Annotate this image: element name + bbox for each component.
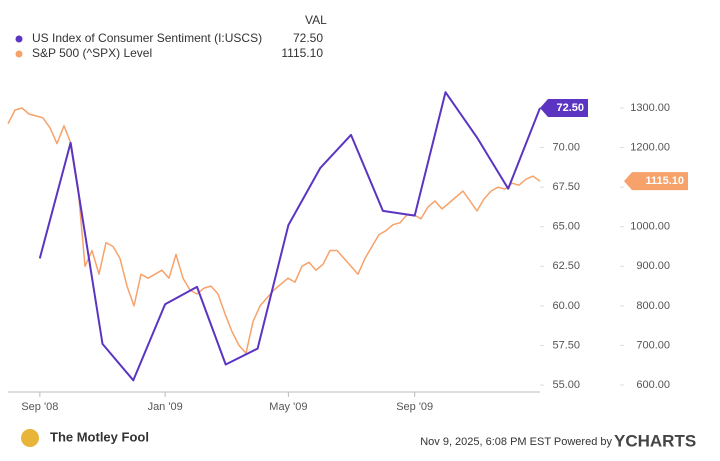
- y2-tick-label: 900.00: [636, 260, 670, 272]
- y2-tick-label: 800.00: [636, 300, 670, 312]
- legend-value: 72.50: [293, 31, 323, 45]
- legend-label: S&P 500 (^SPX) Level: [32, 46, 152, 60]
- timestamp: Nov 9, 2025, 6:08 PM EST Powered by: [420, 436, 612, 448]
- brand-logo: [21, 429, 39, 447]
- x-tick-label: Jan '09: [148, 401, 183, 413]
- end-tag: [624, 172, 688, 191]
- y2-tick-label: 1000.00: [630, 221, 670, 233]
- x-tick-label: Sep '08: [21, 401, 58, 413]
- y-tick-label: 67.50: [552, 181, 580, 193]
- legend-marker: [15, 50, 23, 58]
- series-line: [38, 91, 541, 382]
- brand: The Motley Fool: [50, 429, 149, 444]
- series-line: [7, 107, 541, 355]
- y-tick-label: 55.00: [552, 379, 580, 391]
- legend-marker: [15, 35, 23, 43]
- legend-label: US Index of Consumer Sentiment (I:USCS): [32, 31, 262, 45]
- y-tick-label: 60.00: [552, 300, 580, 312]
- y-tick-label: 57.50: [552, 339, 580, 351]
- legend-header: VAL: [305, 13, 327, 27]
- provider: YCHARTS: [614, 431, 696, 450]
- y-tick-label: 70.00: [552, 141, 580, 153]
- legend-value: 1115.10: [281, 46, 323, 60]
- y2-tick-label: 600.00: [636, 379, 670, 391]
- end-tag-label: 72.50: [556, 102, 584, 114]
- y2-tick-label: 1200.00: [630, 141, 670, 153]
- x-tick-label: Sep '09: [396, 401, 433, 413]
- end-tag-label: 1115.10: [645, 175, 684, 187]
- y-tick-label: 62.50: [552, 260, 580, 272]
- end-tag: [540, 98, 588, 117]
- x-tick-label: May '09: [269, 401, 307, 413]
- y2-tick-label: 700.00: [636, 339, 670, 351]
- y2-tick-label: 1300.00: [630, 102, 670, 114]
- y-tick-label: 65.00: [552, 221, 580, 233]
